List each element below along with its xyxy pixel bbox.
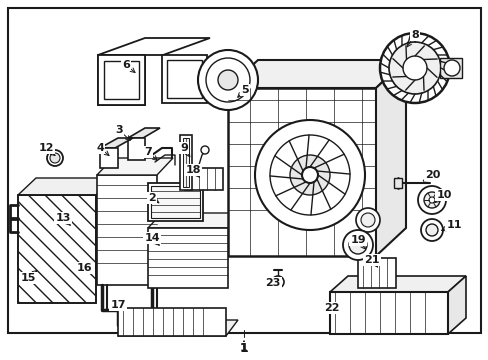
- Polygon shape: [97, 158, 173, 175]
- Circle shape: [205, 58, 249, 102]
- Polygon shape: [148, 213, 242, 228]
- Bar: [167, 60, 202, 98]
- Circle shape: [402, 56, 426, 80]
- Text: 7: 7: [144, 147, 152, 157]
- Bar: [180, 135, 192, 190]
- Text: 3: 3: [115, 125, 122, 135]
- Text: 12: 12: [38, 143, 54, 153]
- Bar: [162, 55, 206, 103]
- Bar: [151, 186, 200, 218]
- Circle shape: [417, 186, 445, 214]
- Text: 1: 1: [239, 342, 248, 356]
- Polygon shape: [375, 60, 405, 256]
- Text: 21: 21: [364, 255, 379, 265]
- Text: 4: 4: [96, 143, 104, 153]
- Circle shape: [355, 208, 379, 232]
- Polygon shape: [100, 138, 133, 148]
- Polygon shape: [18, 178, 114, 195]
- Circle shape: [379, 33, 449, 103]
- Text: 23: 23: [265, 278, 280, 288]
- Text: 16: 16: [77, 263, 93, 273]
- Circle shape: [428, 197, 434, 203]
- Bar: [148, 183, 203, 221]
- Bar: [118, 308, 225, 336]
- Bar: [393, 178, 401, 188]
- Text: 2: 2: [148, 193, 156, 203]
- Circle shape: [342, 230, 372, 260]
- Bar: [148, 228, 227, 288]
- Circle shape: [360, 213, 374, 227]
- Text: 22: 22: [324, 303, 339, 313]
- Polygon shape: [329, 276, 465, 292]
- Polygon shape: [227, 60, 405, 88]
- Text: 19: 19: [349, 235, 365, 245]
- Circle shape: [420, 219, 442, 241]
- Circle shape: [218, 70, 238, 90]
- Text: 17: 17: [110, 300, 125, 310]
- Bar: [439, 58, 461, 78]
- Text: 11: 11: [446, 220, 461, 230]
- Circle shape: [443, 60, 459, 76]
- Text: 10: 10: [435, 190, 451, 200]
- Polygon shape: [98, 38, 209, 55]
- Circle shape: [254, 120, 364, 230]
- Bar: [18, 195, 96, 303]
- Text: 1: 1: [240, 343, 247, 353]
- Circle shape: [47, 150, 63, 166]
- Polygon shape: [96, 178, 114, 273]
- Circle shape: [388, 42, 440, 94]
- Circle shape: [423, 192, 439, 208]
- Text: 14: 14: [144, 233, 160, 243]
- Bar: [98, 55, 145, 105]
- Polygon shape: [100, 148, 118, 168]
- Polygon shape: [128, 138, 145, 160]
- Bar: [227, 88, 375, 256]
- Bar: [183, 138, 189, 187]
- Circle shape: [201, 146, 208, 154]
- Text: 6: 6: [122, 60, 130, 70]
- Circle shape: [269, 135, 349, 215]
- Circle shape: [425, 224, 437, 236]
- Text: 13: 13: [55, 213, 71, 223]
- Bar: [104, 61, 139, 99]
- Text: 9: 9: [180, 143, 187, 153]
- Bar: [18, 195, 96, 303]
- Circle shape: [302, 167, 317, 183]
- Circle shape: [289, 155, 329, 195]
- Polygon shape: [447, 276, 465, 334]
- Polygon shape: [118, 320, 238, 336]
- Polygon shape: [98, 55, 145, 105]
- Circle shape: [198, 50, 258, 110]
- Text: 15: 15: [20, 273, 36, 283]
- Text: 8: 8: [410, 30, 418, 40]
- Polygon shape: [128, 128, 160, 138]
- Bar: [97, 175, 157, 285]
- Text: 18: 18: [185, 165, 201, 175]
- Bar: [357, 258, 395, 288]
- Circle shape: [348, 236, 366, 254]
- Bar: [184, 168, 223, 190]
- Circle shape: [271, 276, 284, 288]
- Circle shape: [50, 153, 60, 163]
- Text: 20: 20: [425, 170, 440, 180]
- Text: 5: 5: [241, 85, 248, 95]
- Bar: [329, 292, 447, 334]
